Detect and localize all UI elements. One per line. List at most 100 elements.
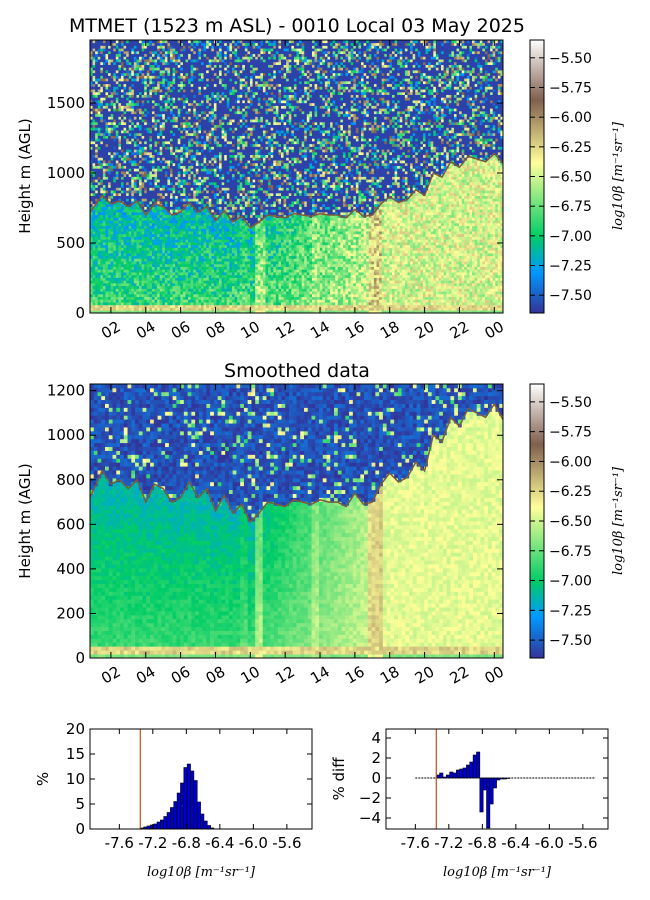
heatmap-cell [108,72,112,76]
heatmap-cell [170,157,173,161]
heatmap-cell [198,113,202,117]
heatmap-cell [97,116,101,120]
heatmap-cell [139,220,143,224]
heatmap-cell [95,138,99,142]
heatmap-cell [188,269,192,273]
heatmap-cell [162,192,166,197]
heatmap-cell [195,192,199,197]
heatmap-cell [185,83,189,87]
heatmap-cell [95,75,99,79]
heatmap-cell [113,75,117,79]
heatmap-cell [108,149,112,153]
heatmap-cell [157,45,161,49]
heatmap-cell [172,225,176,229]
heatmap-cell [100,102,104,106]
heatmap-cell [167,138,171,142]
heatmap-cell [195,154,199,158]
heatmap-cell [123,220,127,224]
heatmap-cell [113,48,117,52]
heatmap-cell [144,154,148,158]
heatmap-cell [175,78,179,82]
heatmap-cell [92,190,96,194]
heatmap-cell [206,53,210,57]
heatmap-cell [213,239,217,243]
heatmap-cell [185,162,189,166]
heatmap-cell [120,203,124,207]
heatmap-cell [167,280,171,284]
heatmap-cell [185,299,189,303]
heatmap-cell [172,64,176,68]
heatmap-cell [105,285,109,289]
heatmap-cell [206,56,210,60]
heatmap-cell [182,288,186,292]
heatmap-cell [128,108,132,112]
heatmap-cell [115,258,119,262]
heatmap-cell [182,108,186,112]
heatmap-cell [182,75,186,79]
heatmap-cell [118,119,122,123]
heatmap-cell [110,124,114,128]
heatmap-cell [157,255,161,259]
heatmap-cell [123,255,127,259]
heatmap-cell [185,228,189,232]
heatmap-cell [95,209,99,213]
heatmap-cell [149,141,153,145]
heatmap-cell [97,217,101,221]
heatmap-cell [206,269,210,273]
heatmap-cell [149,157,153,161]
heatmap-cell [200,261,204,265]
heatmap-cell [170,236,173,240]
heatmap-cell [95,53,99,57]
heatmap-cell [164,236,168,240]
heatmap-cell [151,168,155,172]
heatmap-cell [182,113,186,117]
heatmap-cell [195,91,199,95]
heatmap-cell [157,89,161,93]
heatmap-cell [141,302,145,306]
heatmap-cell [193,302,197,306]
heatmap-cell [198,266,202,270]
heatmap-cell [190,225,194,229]
heatmap-cell [159,263,163,267]
heatmap-cell [195,269,199,273]
heatmap-cell [108,91,112,95]
heatmap-cell [123,171,127,175]
heatmap-cell [206,304,210,308]
heatmap-cell [126,222,130,227]
heatmap-cell [95,42,99,46]
heatmap-cell [128,78,132,82]
heatmap-cell [198,45,202,49]
heatmap-cell [195,70,199,74]
heatmap-cell [175,67,179,71]
heatmap-cell [216,277,220,281]
heatmap-cell [164,258,168,262]
heatmap-cell [97,296,101,300]
heatmap-cell [213,250,217,254]
heatmap-cell [128,220,132,224]
heatmap-cell [185,198,189,202]
heatmap-cell [193,280,197,284]
heatmap-cell [164,42,168,46]
heatmap-cell [159,261,163,265]
heatmap-cell [185,45,189,49]
heatmap-cell [141,113,145,117]
heatmap-cell [139,211,143,216]
heatmap-cell [108,266,112,270]
heatmap-cell [90,143,93,147]
heatmap-cell [177,61,181,65]
heatmap-cell [177,190,181,194]
heatmap-cell [97,293,101,298]
heatmap-cell [193,132,197,136]
heatmap-cell [139,242,143,246]
heatmap-cell [95,130,99,134]
heatmap-cell [206,277,210,281]
heatmap-cell [126,192,130,197]
heatmap-cell [159,83,163,87]
heatmap-cell [139,48,143,52]
heatmap-cell [105,280,109,284]
heatmap-cell [146,299,150,303]
heatmap-cell [216,255,220,259]
heatmap-cell [126,130,130,134]
heatmap-cell [90,141,93,145]
heatmap-cell [90,56,93,60]
